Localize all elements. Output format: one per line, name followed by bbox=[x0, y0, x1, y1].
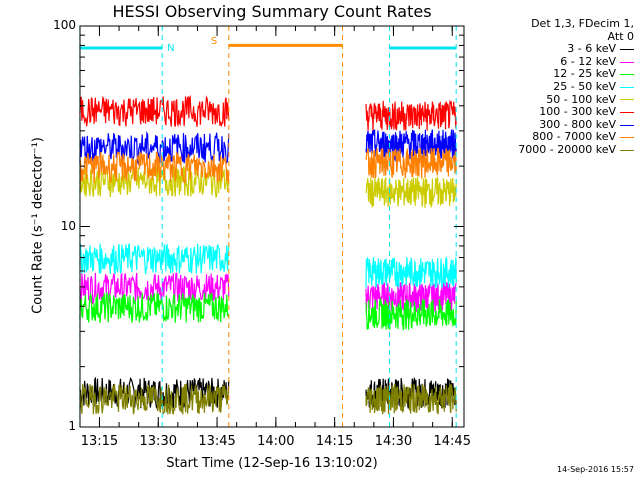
series-line-7-0 bbox=[79, 150, 230, 184]
legend-header-2: Att 0 bbox=[607, 29, 634, 43]
legend-item: 50 - 100 keV bbox=[470, 92, 636, 107]
x-tick-label: 14:15 bbox=[315, 434, 354, 449]
legend-item: 12 - 25 keV bbox=[470, 68, 636, 81]
legend-swatch bbox=[620, 149, 634, 151]
legend-item-label: 300 - 800 keV bbox=[539, 117, 616, 131]
x-tick-label: 14:30 bbox=[374, 434, 413, 449]
series-line-2-1 bbox=[365, 297, 457, 332]
series-line-3-1 bbox=[365, 257, 457, 288]
legend-swatch bbox=[620, 137, 634, 139]
legend-item-label: 800 - 7000 keV bbox=[532, 130, 616, 144]
legend-item-label: 7000 - 20000 keV bbox=[518, 142, 616, 156]
x-tick-label: 13:45 bbox=[198, 434, 236, 449]
series-line-8-1 bbox=[365, 383, 457, 415]
series-line-8-0 bbox=[79, 383, 230, 415]
series-line-3-0 bbox=[79, 242, 230, 276]
x-tick-label: 14:45 bbox=[433, 434, 471, 449]
legend-item-label: 25 - 50 keV bbox=[553, 79, 616, 93]
series-line-6-1 bbox=[365, 129, 457, 163]
legend-item: 25 - 50 keV bbox=[470, 79, 636, 94]
legend-swatch bbox=[620, 99, 634, 101]
legend-swatch bbox=[620, 48, 634, 50]
y-tick-label: 1 bbox=[68, 419, 76, 433]
series-line-1-0 bbox=[79, 272, 230, 305]
legend-item: 6 - 12 keV bbox=[470, 54, 636, 69]
legend-item: 7000 - 20000 keV bbox=[470, 142, 636, 157]
series-line-4-0 bbox=[79, 165, 230, 199]
series-line-4-1 bbox=[365, 175, 457, 208]
legend-item: 3 - 6 keV bbox=[470, 43, 636, 56]
legend-item: 100 - 300 keV bbox=[470, 106, 636, 119]
legend-item-label: 100 - 300 keV bbox=[539, 105, 616, 119]
series-line-1-1 bbox=[365, 282, 457, 313]
legend-item-label: 3 - 6 keV bbox=[567, 42, 616, 56]
x-tick-label: 14:00 bbox=[257, 434, 295, 449]
x-axis-label: Start Time (12-Sep-16 13:10:02) bbox=[166, 456, 378, 471]
legend-item: 300 - 800 keV bbox=[470, 117, 636, 132]
series-line-7-1 bbox=[365, 147, 457, 179]
y-tick-label: 10 bbox=[60, 218, 76, 233]
plot-frame bbox=[79, 25, 465, 428]
night-label: N bbox=[167, 43, 174, 54]
legend-swatch bbox=[620, 111, 634, 113]
series-line-6-0 bbox=[79, 131, 230, 166]
legend-item-label: 12 - 25 keV bbox=[553, 67, 616, 81]
legend-item-label: 6 - 12 keV bbox=[560, 54, 616, 68]
saa-label: S bbox=[211, 36, 217, 47]
legend-swatch bbox=[620, 86, 634, 88]
legend-swatch bbox=[620, 61, 634, 63]
series-line-2-0 bbox=[79, 292, 230, 323]
legend-item-label: 50 - 100 keV bbox=[546, 92, 616, 106]
x-tick-label: 13:30 bbox=[139, 434, 177, 449]
legend-swatch bbox=[620, 124, 634, 126]
y-axis-label: Count Rate (s⁻¹ detector⁻¹) bbox=[30, 137, 46, 314]
legend: Det 1,3, FDecim 1, Att 0 3 - 6 keV 6 - 12… bbox=[470, 17, 636, 157]
legend-item: 800 - 7000 keV bbox=[470, 131, 636, 144]
y-tick-label: 100 bbox=[53, 18, 76, 32]
chart-title: HESSI Observing Summary Count Rates bbox=[112, 2, 432, 21]
legend-swatch bbox=[620, 74, 634, 76]
x-tick-label: 13:15 bbox=[80, 434, 119, 449]
series-line-5-0 bbox=[79, 94, 230, 128]
timestamp: 14-Sep-2016 15:57 bbox=[557, 465, 634, 474]
series-line-5-1 bbox=[365, 99, 457, 132]
legend-header-1: Det 1,3, FDecim 1, bbox=[531, 17, 634, 30]
